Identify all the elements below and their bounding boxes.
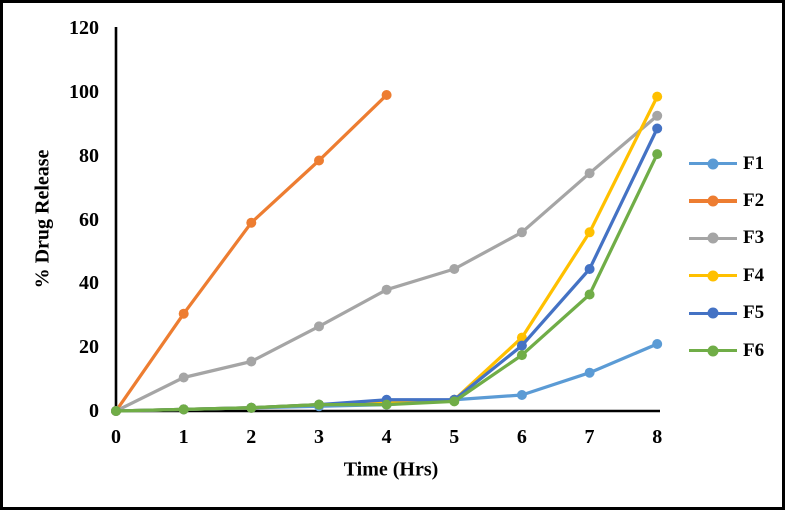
data-point-f6-t4 [381,399,392,410]
x-tick-label: 0 [111,426,121,448]
x-axis-title: Time (Hrs) [343,458,439,481]
x-tick-label: 3 [313,426,324,448]
data-point-f6-t0 [111,406,121,416]
data-point-f3-t3 [314,321,324,332]
legend-item-f2: F2 [689,182,764,219]
y-tick-label: 20 [79,336,99,359]
y-tick-label: 0 [89,400,99,422]
data-point-f6-t6 [516,350,527,361]
legend-item-f6: F6 [689,332,764,369]
data-point-f3-t5 [449,264,460,274]
data-point-f3-t6 [516,227,527,238]
data-point-f1-t7 [584,367,595,378]
data-point-f4-t8 [652,91,663,102]
legend: F1 F2 F3 F4 F5 F6 [689,145,764,369]
x-tick-label: 8 [652,426,663,448]
data-point-f6-t5 [449,396,460,407]
x-tick-label: 4 [381,426,392,448]
circle-marker-icon [707,195,719,207]
legend-marker-f3 [689,232,737,244]
legend-marker-f1 [689,158,737,170]
y-tick-label: 60 [79,208,99,231]
series-line-f4 [114,94,659,413]
circle-marker-icon [707,158,719,170]
legend-label: F6 [743,339,765,361]
data-point-f6-t8 [652,149,663,160]
y-tick-label: 80 [79,144,99,167]
data-point-f4-t7 [584,227,595,238]
series-line-f5 [114,126,659,413]
legend-marker-f2 [689,195,737,207]
data-point-f3-t8 [652,110,663,121]
y-tick-label: 100 [69,80,99,103]
legend-label: F4 [743,264,765,286]
data-point-f6-t3 [314,399,324,410]
data-point-f3-t2 [246,356,257,367]
circle-marker-icon [707,307,719,319]
legend-item-f3: F3 [689,220,764,257]
x-tick-label: 7 [584,426,595,448]
data-point-f1-t8 [652,339,663,349]
legend-item-f1: F1 [689,145,764,182]
x-tick-label: 5 [449,426,460,448]
legend-item-f4: F4 [689,257,764,294]
circle-marker-icon [707,345,719,357]
x-tick-label: 6 [516,426,527,448]
circle-marker-icon [707,232,719,244]
x-tick-label: 2 [246,426,257,448]
data-point-f4-t6 [516,332,527,343]
data-point-f5-t6 [516,340,527,351]
data-point-f2-t3 [314,155,324,166]
data-point-f3-t4 [381,284,392,295]
data-point-f2-t2 [246,217,257,228]
data-point-f6-t1 [178,404,189,415]
circle-marker-icon [707,270,719,282]
data-point-f3-t1 [178,372,189,383]
data-point-f6-t2 [246,402,257,413]
legend-label: F1 [743,152,765,174]
legend-marker-f4 [689,270,737,282]
data-point-f1-t6 [516,390,527,400]
legend-label: F5 [743,302,765,324]
data-point-f6-t7 [584,289,595,300]
legend-label: F3 [743,227,765,249]
data-point-f5-t8 [652,123,663,134]
y-tick-label: 40 [79,272,99,295]
data-point-f5-t7 [584,264,595,274]
data-point-f3-t7 [584,168,595,179]
plot-area [111,27,663,416]
y-tick-label: 120 [69,17,99,39]
x-tick-label: 1 [178,426,189,448]
legend-marker-f5 [689,307,737,319]
legend-label: F2 [743,190,765,212]
legend-item-f5: F5 [689,295,764,332]
series-line-f3 [114,114,659,413]
data-point-f2-t4 [381,90,392,100]
data-point-f2-t1 [178,308,189,319]
legend-marker-f6 [689,345,737,357]
